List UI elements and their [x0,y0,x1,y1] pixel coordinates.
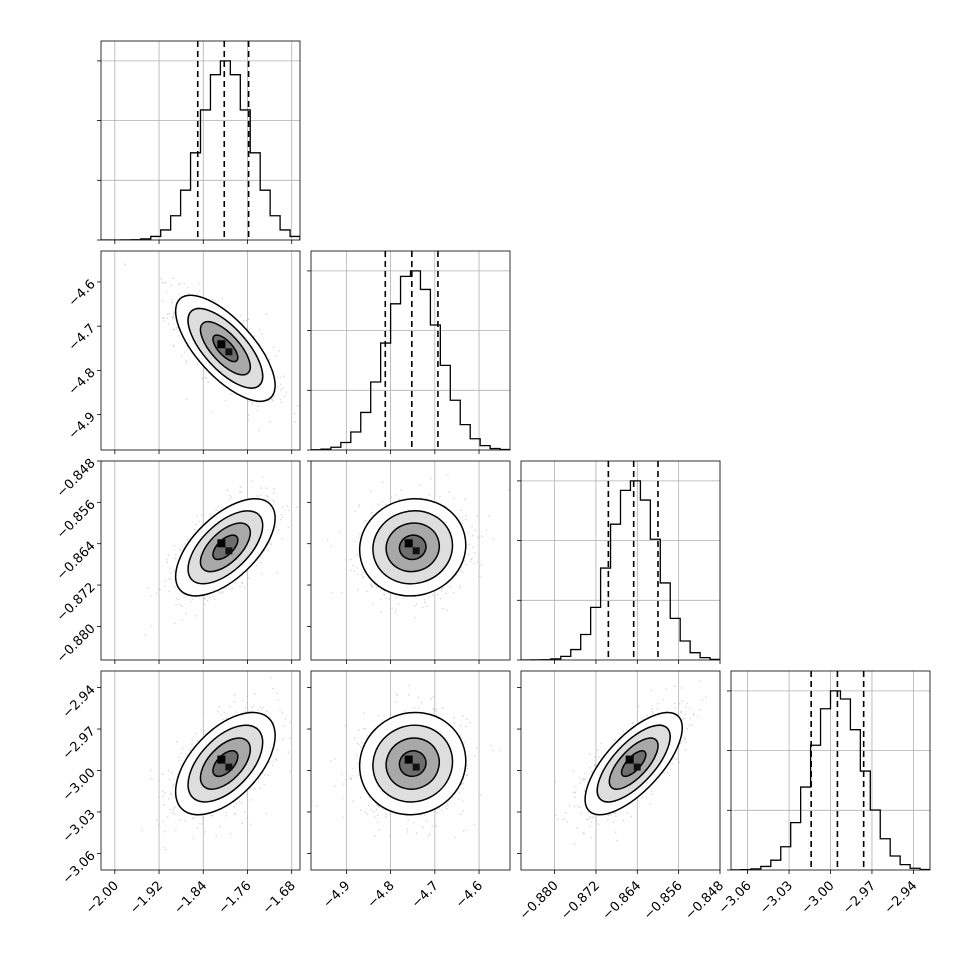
y-tick-label: −3.03 [60,807,99,846]
axes-frame [310,250,511,451]
histogram-step [521,480,720,660]
histogram-panel-3: −3.06 −3.03 −3.00 −2.97 −2.94 [716,670,931,917]
density-core [225,547,233,555]
x-tick-label: −0.880 [517,878,562,923]
histogram-step [101,60,300,240]
histogram-step [311,270,510,450]
density-core [412,763,420,771]
scatter-panel-3-2: −0.880−0.872−0.864−0.856−0.848 [517,670,727,923]
density-core [217,755,226,764]
x-tick-label: −2.94 [882,878,921,917]
axes-frame [310,460,511,661]
scatter-panel-3-0: −2.00 −1.92 −1.84 −1.76 −1.68 −3.06−3.03−3.00… [60,670,301,917]
y-tick-label: −0.848 [54,456,99,501]
x-tick-label: −3.00 [799,878,838,917]
axes-frame [100,460,301,661]
x-tick-label: −1.92 [127,878,166,917]
density-core [633,763,641,771]
density-core [217,340,226,349]
x-tick-label: −4.9 [320,878,353,911]
x-tick-label: −0.856 [641,878,686,923]
scatter-panel-3-1: −4.9 −4.8 −4.7 −4.6 [307,670,511,911]
x-tick-label: −2.00 [83,878,122,917]
x-tick-label: −4.8 [365,878,398,911]
x-tick-label: −0.872 [558,878,603,923]
histogram-panel-1 [307,250,511,454]
y-tick-label: −3.06 [60,848,99,887]
y-tick-label: −4.7 [66,321,99,354]
histogram-panel-0 [97,40,301,244]
y-tick-label: −2.97 [60,724,99,763]
x-tick-label: −1.76 [216,878,255,917]
axes-frame [100,40,301,241]
x-tick-label: −4.7 [409,878,442,911]
histogram-step [731,690,930,870]
y-tick-label: −4.8 [66,365,99,398]
density-core [625,755,634,764]
y-tick-label: −0.880 [54,621,99,666]
y-tick-label: −4.9 [66,410,99,443]
y-tick-label: −4.6 [66,277,99,310]
x-tick-label: −2.97 [840,878,879,917]
x-tick-label: −4.6 [453,878,486,911]
histogram-panel-2 [517,460,721,664]
scatter-panel-1-0: −4.9 −4.8 −4.7 −4.6 [66,250,301,454]
density-core [225,348,233,356]
y-tick-label: −2.94 [60,683,99,722]
density-core [404,755,413,764]
density-core [225,763,233,771]
y-tick-label: −3.00 [60,766,99,805]
density-core [217,539,226,548]
scatter-panel-2-1 [307,460,511,664]
scatter-panel-2-0: −0.880−0.872−0.864−0.856−0.848 [54,456,301,666]
axes-frame [100,250,301,451]
x-tick-label: −1.68 [260,878,299,917]
y-tick-label: −0.872 [54,580,99,625]
y-tick-label: −0.856 [54,497,99,542]
axes-frame [520,460,721,661]
x-tick-label: −1.84 [172,878,211,917]
x-tick-label: −3.03 [757,878,796,917]
density-core [412,547,420,555]
y-tick-label: −0.864 [54,539,99,584]
x-tick-label: −0.864 [600,878,645,923]
density-core [404,539,413,548]
